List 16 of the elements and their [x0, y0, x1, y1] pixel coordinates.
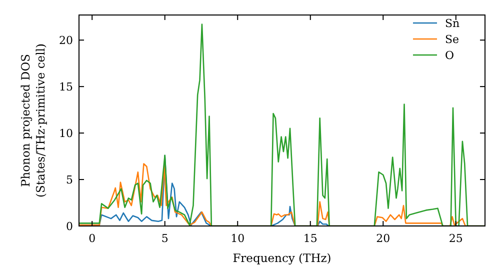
legend-label: O	[445, 48, 454, 62]
y-axis-title: Phonon projected DOS (States/THz·primitive cell)	[18, 44, 48, 198]
x-axis-title: Frequency (THz)	[232, 251, 332, 265]
x-tick-label: 0	[88, 232, 96, 245]
x-tick-label: 10	[230, 232, 245, 245]
y-tick-label: 15	[59, 80, 73, 94]
y-tick-label: 0	[66, 220, 73, 233]
x-tick-label: 15	[303, 232, 318, 245]
legend-label: Sn	[445, 16, 460, 30]
x-tick-label: 25	[448, 232, 463, 245]
legend-label: Se	[445, 32, 460, 46]
x-tick-label: 5	[161, 232, 168, 245]
y-tick-label: 20	[59, 34, 73, 47]
y-tick-label: 10	[59, 126, 73, 140]
x-tick-label: 20	[376, 232, 390, 245]
y-tick-label: 5	[66, 173, 73, 186]
